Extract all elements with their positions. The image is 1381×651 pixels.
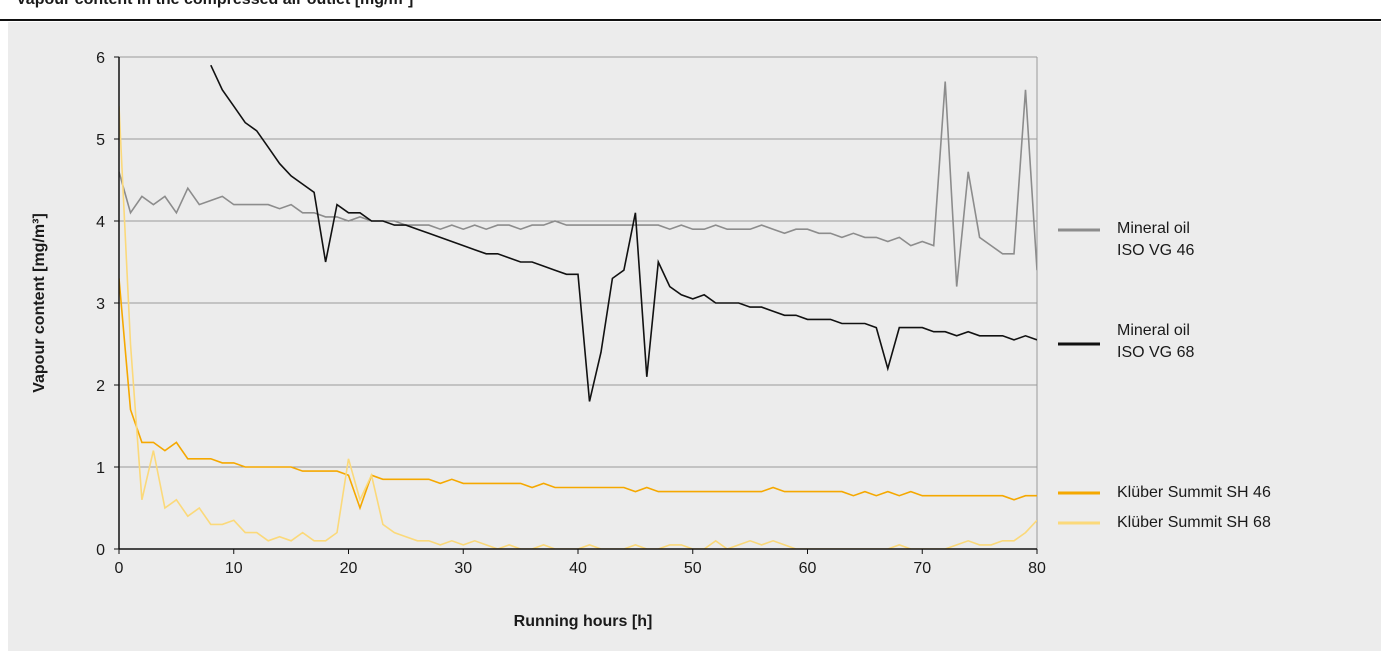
x-tick-label: 0 <box>115 560 124 577</box>
series-line <box>210 64 1037 402</box>
x-axis-label: Running hours [h] <box>514 613 653 630</box>
y-tick-label: 4 <box>96 214 105 231</box>
chart-title: Vapour content in the compressed air out… <box>16 0 413 8</box>
y-tick-label: 2 <box>96 378 105 395</box>
legend-label: Mineral oil ISO VG 68 <box>1117 322 1195 361</box>
x-tick-label: 60 <box>799 560 817 577</box>
legend-label: Klüber Summit SH 68 <box>1117 514 1271 531</box>
series-line <box>119 106 1037 549</box>
legend-label: Mineral oil ISO VG 46 <box>1117 220 1195 259</box>
y-axis-label: Vapour content [mg/m³] <box>31 213 48 393</box>
plot <box>119 64 1037 549</box>
x-tick-label: 10 <box>225 560 243 577</box>
x-tick-label: 70 <box>913 560 931 577</box>
legend-label: Klüber Summit SH 46 <box>1117 484 1271 501</box>
panel <box>8 22 1381 651</box>
y-tick-label: 0 <box>96 542 105 559</box>
x-tick-label: 30 <box>454 560 472 577</box>
y-tick-label: 5 <box>96 132 105 149</box>
x-tick-label: 40 <box>569 560 587 577</box>
x-tick-label: 50 <box>684 560 702 577</box>
x-tick-label: 20 <box>340 560 358 577</box>
y-tick-label: 1 <box>96 460 105 477</box>
series-line <box>119 81 1037 287</box>
y-tick-label: 3 <box>96 296 105 313</box>
x-tick-label: 80 <box>1028 560 1046 577</box>
y-tick-label: 6 <box>96 50 105 67</box>
series-line <box>119 278 1037 511</box>
